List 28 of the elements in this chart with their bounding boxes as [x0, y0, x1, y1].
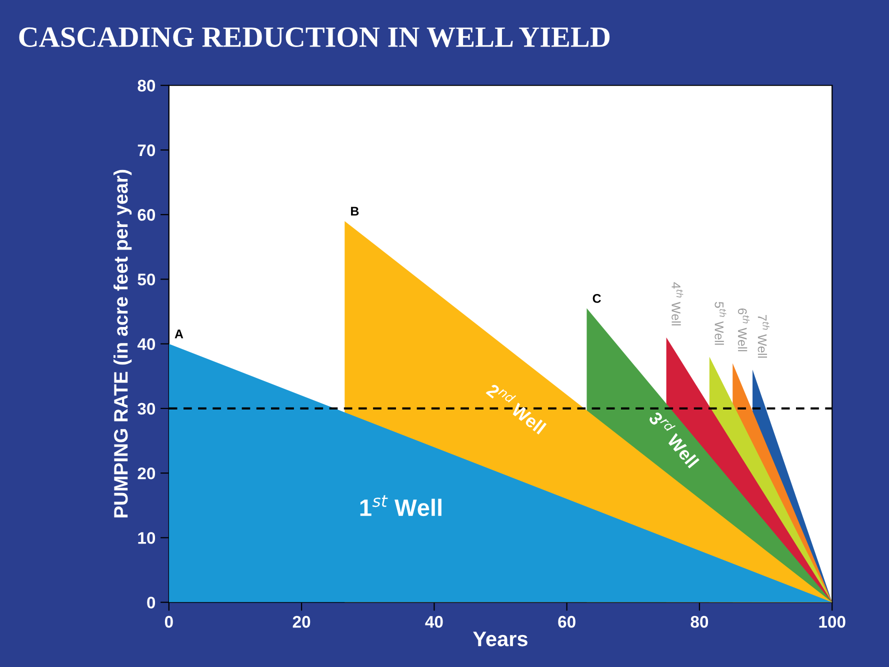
y-tick-label: 50 — [138, 274, 156, 286]
x-tick-label: 40 — [425, 616, 443, 628]
y-tick-label: 40 — [137, 338, 156, 350]
text: 6$^{th}$ Well — [738, 308, 750, 352]
y-tick-label: 60 — [138, 209, 156, 221]
x-tick-label: 60 — [558, 616, 576, 628]
text: 4$^{th}$ Well — [672, 282, 684, 326]
x-tick-label: 80 — [690, 616, 708, 628]
series-label: 3$^{rd}$ Well — [648, 408, 702, 469]
y-axis-title: PUMPING RATE (in acre feet per year) — [114, 170, 132, 518]
x-tick-label: 0 — [164, 616, 173, 628]
y-tick-label: 0 — [147, 596, 156, 609]
chart-title: CASCADING REDUCTION IN WELL YIELD — [19, 27, 610, 48]
text: 5$^{th}$ Well — [714, 302, 726, 345]
y-tick-label: 20 — [138, 467, 156, 480]
y-tick-label: 70 — [138, 144, 156, 156]
y-tick-label: 30 — [138, 402, 156, 415]
x-axis-title: Years — [473, 632, 528, 646]
annotation: B — [351, 206, 359, 216]
x-tick-label: 20 — [292, 616, 310, 628]
y-tick-label: 10 — [138, 532, 156, 544]
annotation: A — [174, 330, 184, 338]
series-label: 1$^{st}$ Well — [360, 495, 442, 516]
text: 7$^{th}$ Well — [758, 314, 770, 358]
series-label: 2$^{nd}$ Well — [486, 380, 549, 435]
x-tick-label: 100 — [819, 616, 846, 628]
annotation: C — [592, 294, 601, 303]
y-tick-label: 80 — [138, 80, 156, 92]
